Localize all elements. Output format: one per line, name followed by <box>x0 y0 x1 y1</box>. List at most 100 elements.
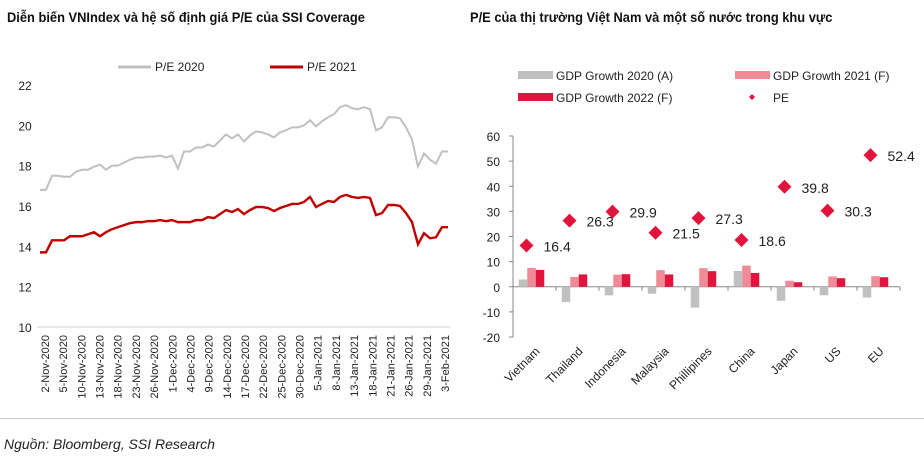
x-tick-label: 30-Dec-2020 <box>295 335 307 399</box>
bar-0 <box>604 286 614 296</box>
bar-0 <box>518 279 528 287</box>
legend-swatch <box>735 71 770 79</box>
x-tick-label: 25-Dec-2020 <box>276 335 288 399</box>
x-tick-label: 26-Jan-2021 <box>404 335 416 397</box>
y-tick-label: 12 <box>18 281 32 295</box>
bar-0 <box>776 286 786 301</box>
x-tick-label: 5-Nov-2020 <box>58 335 70 392</box>
category-label: Malaysia <box>628 344 672 388</box>
bar-0 <box>862 286 872 298</box>
pe-marker <box>820 203 835 218</box>
x-tick-label: 21-Jan-2021 <box>385 335 397 397</box>
pe-marker <box>863 148 878 163</box>
y-tick-label: 16 <box>18 200 32 214</box>
category-label: China <box>726 344 758 376</box>
x-tick-label: 13-Nov-2020 <box>95 335 107 399</box>
pe-data-label: 26.3 <box>587 214 614 230</box>
y-tick-label: 14 <box>18 240 32 254</box>
category-label: Japan <box>768 344 801 377</box>
pe-data-label: 27.3 <box>716 211 743 227</box>
pe-data-label: 29.9 <box>630 205 657 221</box>
y-tick-label: 60 <box>487 130 501 144</box>
bar-0 <box>733 270 743 287</box>
bar-2 <box>879 277 889 287</box>
legend-marker <box>749 94 755 100</box>
x-tick-label: 8-Jan-2021 <box>331 335 343 391</box>
bar-2 <box>621 274 631 287</box>
pe-marker <box>519 238 534 253</box>
y-tick-label: 40 <box>487 180 501 194</box>
bar-0 <box>819 286 829 296</box>
legend-label: GDP Growth 2022 (F) <box>556 91 672 105</box>
bar-1 <box>828 276 837 287</box>
pe-marker <box>605 204 620 219</box>
legend-label: P/E 2020 <box>155 60 205 74</box>
x-tick-label: 23-Nov-2020 <box>131 335 143 399</box>
x-tick-label: 9-Dec-2020 <box>204 335 216 392</box>
y-tick-label: 10 <box>18 321 32 335</box>
legend-label: P/E 2021 <box>307 60 357 74</box>
bar-0 <box>647 286 657 294</box>
bar-1 <box>656 270 665 287</box>
x-tick-label: 18-Jan-2021 <box>367 335 379 397</box>
pe-data-label: 16.4 <box>544 239 571 255</box>
bar-1 <box>785 280 794 287</box>
x-tick-label: 10-Nov-2020 <box>76 335 88 399</box>
bar-1 <box>570 276 579 287</box>
pe-marker <box>691 211 706 226</box>
y-tick-label: 50 <box>487 155 501 169</box>
x-tick-label: 1-Dec-2020 <box>167 335 179 392</box>
y-tick-label: 30 <box>487 205 501 219</box>
pe-marker <box>648 225 663 240</box>
bar-0 <box>690 286 700 308</box>
category-label: Indonesia <box>582 344 629 391</box>
y-tick-label: 18 <box>18 160 32 174</box>
pe-data-label: 39.8 <box>802 180 829 196</box>
bar-2 <box>664 274 674 287</box>
y-tick-label: 10 <box>487 256 501 270</box>
legend-swatch <box>518 93 553 101</box>
x-tick-label: 22-Dec-2020 <box>258 335 270 399</box>
line-series-pe-2021 <box>40 193 448 254</box>
right-chart-title: P/E của thị trường Việt Nam và một số nư… <box>470 9 833 25</box>
pe-data-label: 30.3 <box>845 204 872 220</box>
y-tick-label: 20 <box>487 231 501 245</box>
x-tick-label: 13-Jan-2021 <box>349 335 361 397</box>
bar-2 <box>578 274 588 287</box>
legend-swatch <box>518 71 553 79</box>
legend-label: PE <box>773 91 789 105</box>
bar-2 <box>707 271 717 287</box>
bar-0 <box>561 286 571 303</box>
x-tick-label: 2-Nov-2020 <box>40 335 52 392</box>
bar-1 <box>742 265 751 287</box>
pe-data-label: 21.5 <box>673 226 700 242</box>
pe-marker <box>734 233 749 248</box>
bar-2 <box>836 278 846 287</box>
pe-data-label: 52.4 <box>888 148 915 164</box>
pe-data-label: 18.6 <box>759 233 786 249</box>
y-tick-label: 22 <box>18 79 32 93</box>
bar-1 <box>527 267 536 287</box>
y-tick-label: 20 <box>18 119 32 133</box>
bar-2 <box>750 272 760 287</box>
x-tick-label: 18-Nov-2020 <box>113 335 125 399</box>
pe-marker <box>777 179 792 194</box>
x-tick-label: 17-Dec-2020 <box>240 335 252 399</box>
pe-line-chart: 10 12 14 16 18 20 22 2-Nov-2020 5-Nov-2020 10-Nov… <box>18 60 452 399</box>
pe-marker <box>562 213 577 228</box>
x-tick-label: 5-Jan-2021 <box>313 335 325 391</box>
bar-2 <box>535 269 545 287</box>
bar-1 <box>871 276 880 287</box>
pe-gdp-bar-chart: -20 -10 0 10 20 30 40 50 60 Vietnam 16.4 Thailand 26… <box>483 69 915 392</box>
y-tick-label: 0 <box>493 281 500 295</box>
category-label: EU <box>865 344 887 366</box>
x-tick-label: 3-Feb-2021 <box>440 335 452 392</box>
legend-label: GDP Growth 2021 (F) <box>773 69 889 83</box>
y-tick-label: -20 <box>483 331 501 345</box>
bar-1 <box>699 268 708 287</box>
legend-label: GDP Growth 2020 (A) <box>556 69 673 83</box>
category-label: Vietnam <box>502 344 543 385</box>
x-tick-label: 26-Nov-2020 <box>149 335 161 399</box>
x-tick-label: 4-Dec-2020 <box>185 335 197 392</box>
bar-2 <box>793 282 803 287</box>
